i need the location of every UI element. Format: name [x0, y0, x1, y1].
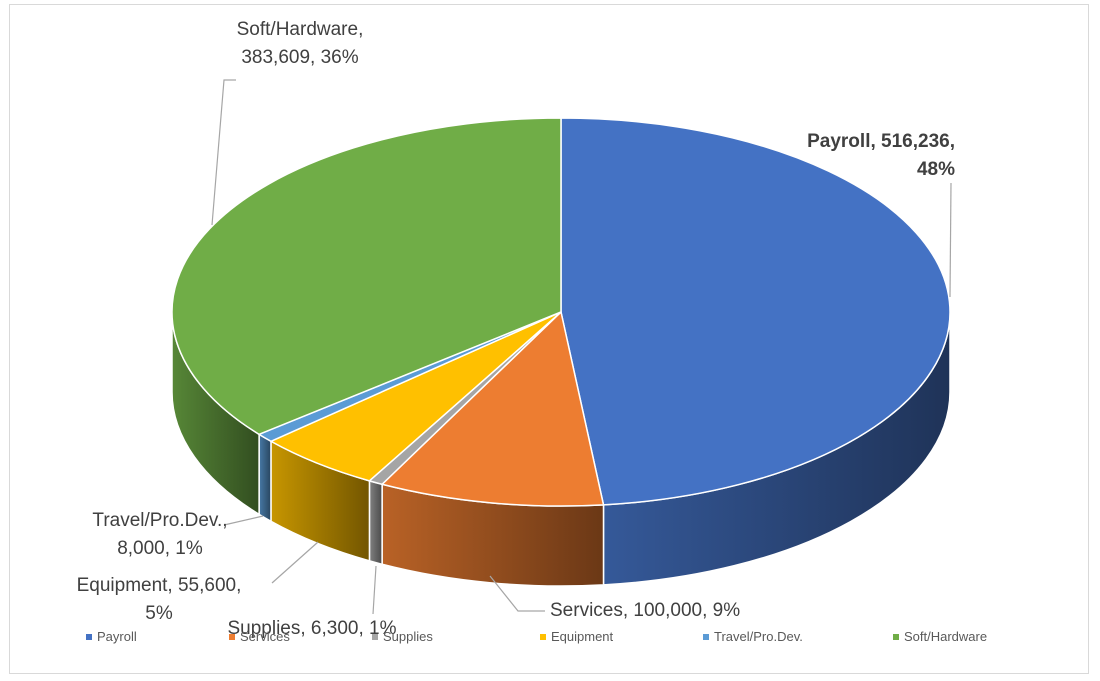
legend-swatch-payroll — [86, 634, 92, 640]
leader-line-supplies — [372, 565, 377, 615]
data-label-services: Services, 100,000, 9% — [550, 600, 740, 621]
legend-swatch-equipment — [540, 634, 546, 640]
legend-swatch-travel-pro-dev- — [703, 634, 709, 640]
legend-swatch-services — [229, 634, 235, 640]
legend-label-soft-hardware: Soft/Hardware — [904, 629, 987, 644]
data-label-travel-pro-dev-: 8,000, 1% — [117, 538, 203, 559]
data-label-equipment: Equipment, 55,600, — [77, 575, 242, 596]
data-label-payroll: Payroll, 516,236, — [807, 131, 955, 152]
legend-label-services: Services — [240, 629, 290, 644]
data-label-travel-pro-dev-: Travel/Pro.Dev., — [92, 510, 227, 531]
legend-label-supplies: Supplies — [383, 629, 433, 644]
pie-top — [171, 117, 951, 507]
data-label-soft-hardware: Soft/Hardware, — [237, 19, 364, 40]
data-label-supplies: Supplies, 6,300, 1% — [227, 618, 396, 639]
pie-side-travel-pro-dev- — [258, 432, 272, 523]
data-labels: Payroll, 516,236, 48% Services, 100,000, 9… — [77, 19, 956, 639]
legend: Payroll Services Supplies Equipment Travel/P… — [86, 629, 987, 644]
data-label-soft-hardware: 383,609, 36% — [241, 47, 358, 68]
pie-slice-services — [380, 310, 605, 507]
data-label-equipment: 5% — [145, 603, 173, 624]
legend-label-travel-pro-dev-: Travel/Pro.Dev. — [714, 629, 803, 644]
leader-line-equipment — [271, 541, 319, 584]
legend-label-payroll: Payroll — [97, 629, 137, 644]
leader-line-soft-hardware — [211, 79, 236, 226]
leader-line-payroll — [949, 182, 952, 298]
data-label-payroll: 48% — [917, 159, 955, 180]
pie-side-supplies — [368, 479, 383, 566]
legend-swatch-soft-hardware — [893, 634, 899, 640]
legend-label-equipment: Equipment — [551, 629, 614, 644]
leader-line-travel-pro-dev- — [223, 515, 264, 526]
leader-line-services — [489, 575, 545, 612]
pie-slice-soft-hardware — [171, 117, 562, 436]
legend-swatch-supplies — [372, 634, 378, 640]
pie-slice-payroll — [560, 117, 951, 506]
